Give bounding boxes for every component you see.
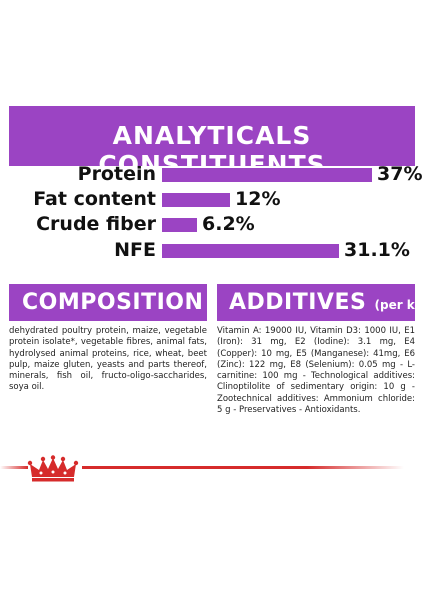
analytics-row-label: Crude fiber: [36, 213, 156, 235]
analytics-title-bar: [9, 106, 415, 166]
additives-subtitle: (per kg): [374, 298, 424, 312]
footer-line-right: [82, 466, 404, 469]
analytics-row-label: Protein: [77, 163, 156, 185]
additives-title-main: ADDITIVES: [229, 290, 367, 315]
royal-canin-crown-icon: [27, 455, 79, 482]
analytics-row-bar: [162, 244, 339, 258]
analytics-row-label: NFE: [114, 239, 156, 261]
analytics-row-value: 31.1%: [344, 239, 410, 261]
additives-title-bar: [217, 284, 415, 321]
analytics-row-bar: [162, 218, 197, 232]
composition-title: COMPOSITION: [22, 290, 204, 315]
footer-line-left: [0, 466, 28, 469]
additives-text: Vitamin A: 19000 IU, Vitamin D3: 1000 IU…: [217, 326, 415, 416]
analytics-row-bar: [162, 193, 230, 207]
additives-title: ADDITIVES (per kg): [229, 290, 424, 315]
analytics-row-bar: [162, 168, 372, 182]
analytics-row-value: 12%: [235, 188, 281, 210]
analytics-row-value: 6.2%: [202, 213, 255, 235]
composition-title-bar: [9, 284, 207, 321]
composition-text: dehydrated poultry protein, maize, veget…: [9, 326, 207, 393]
analytics-row-value: 37%: [377, 163, 423, 185]
analytics-row-label: Fat content: [33, 188, 156, 210]
